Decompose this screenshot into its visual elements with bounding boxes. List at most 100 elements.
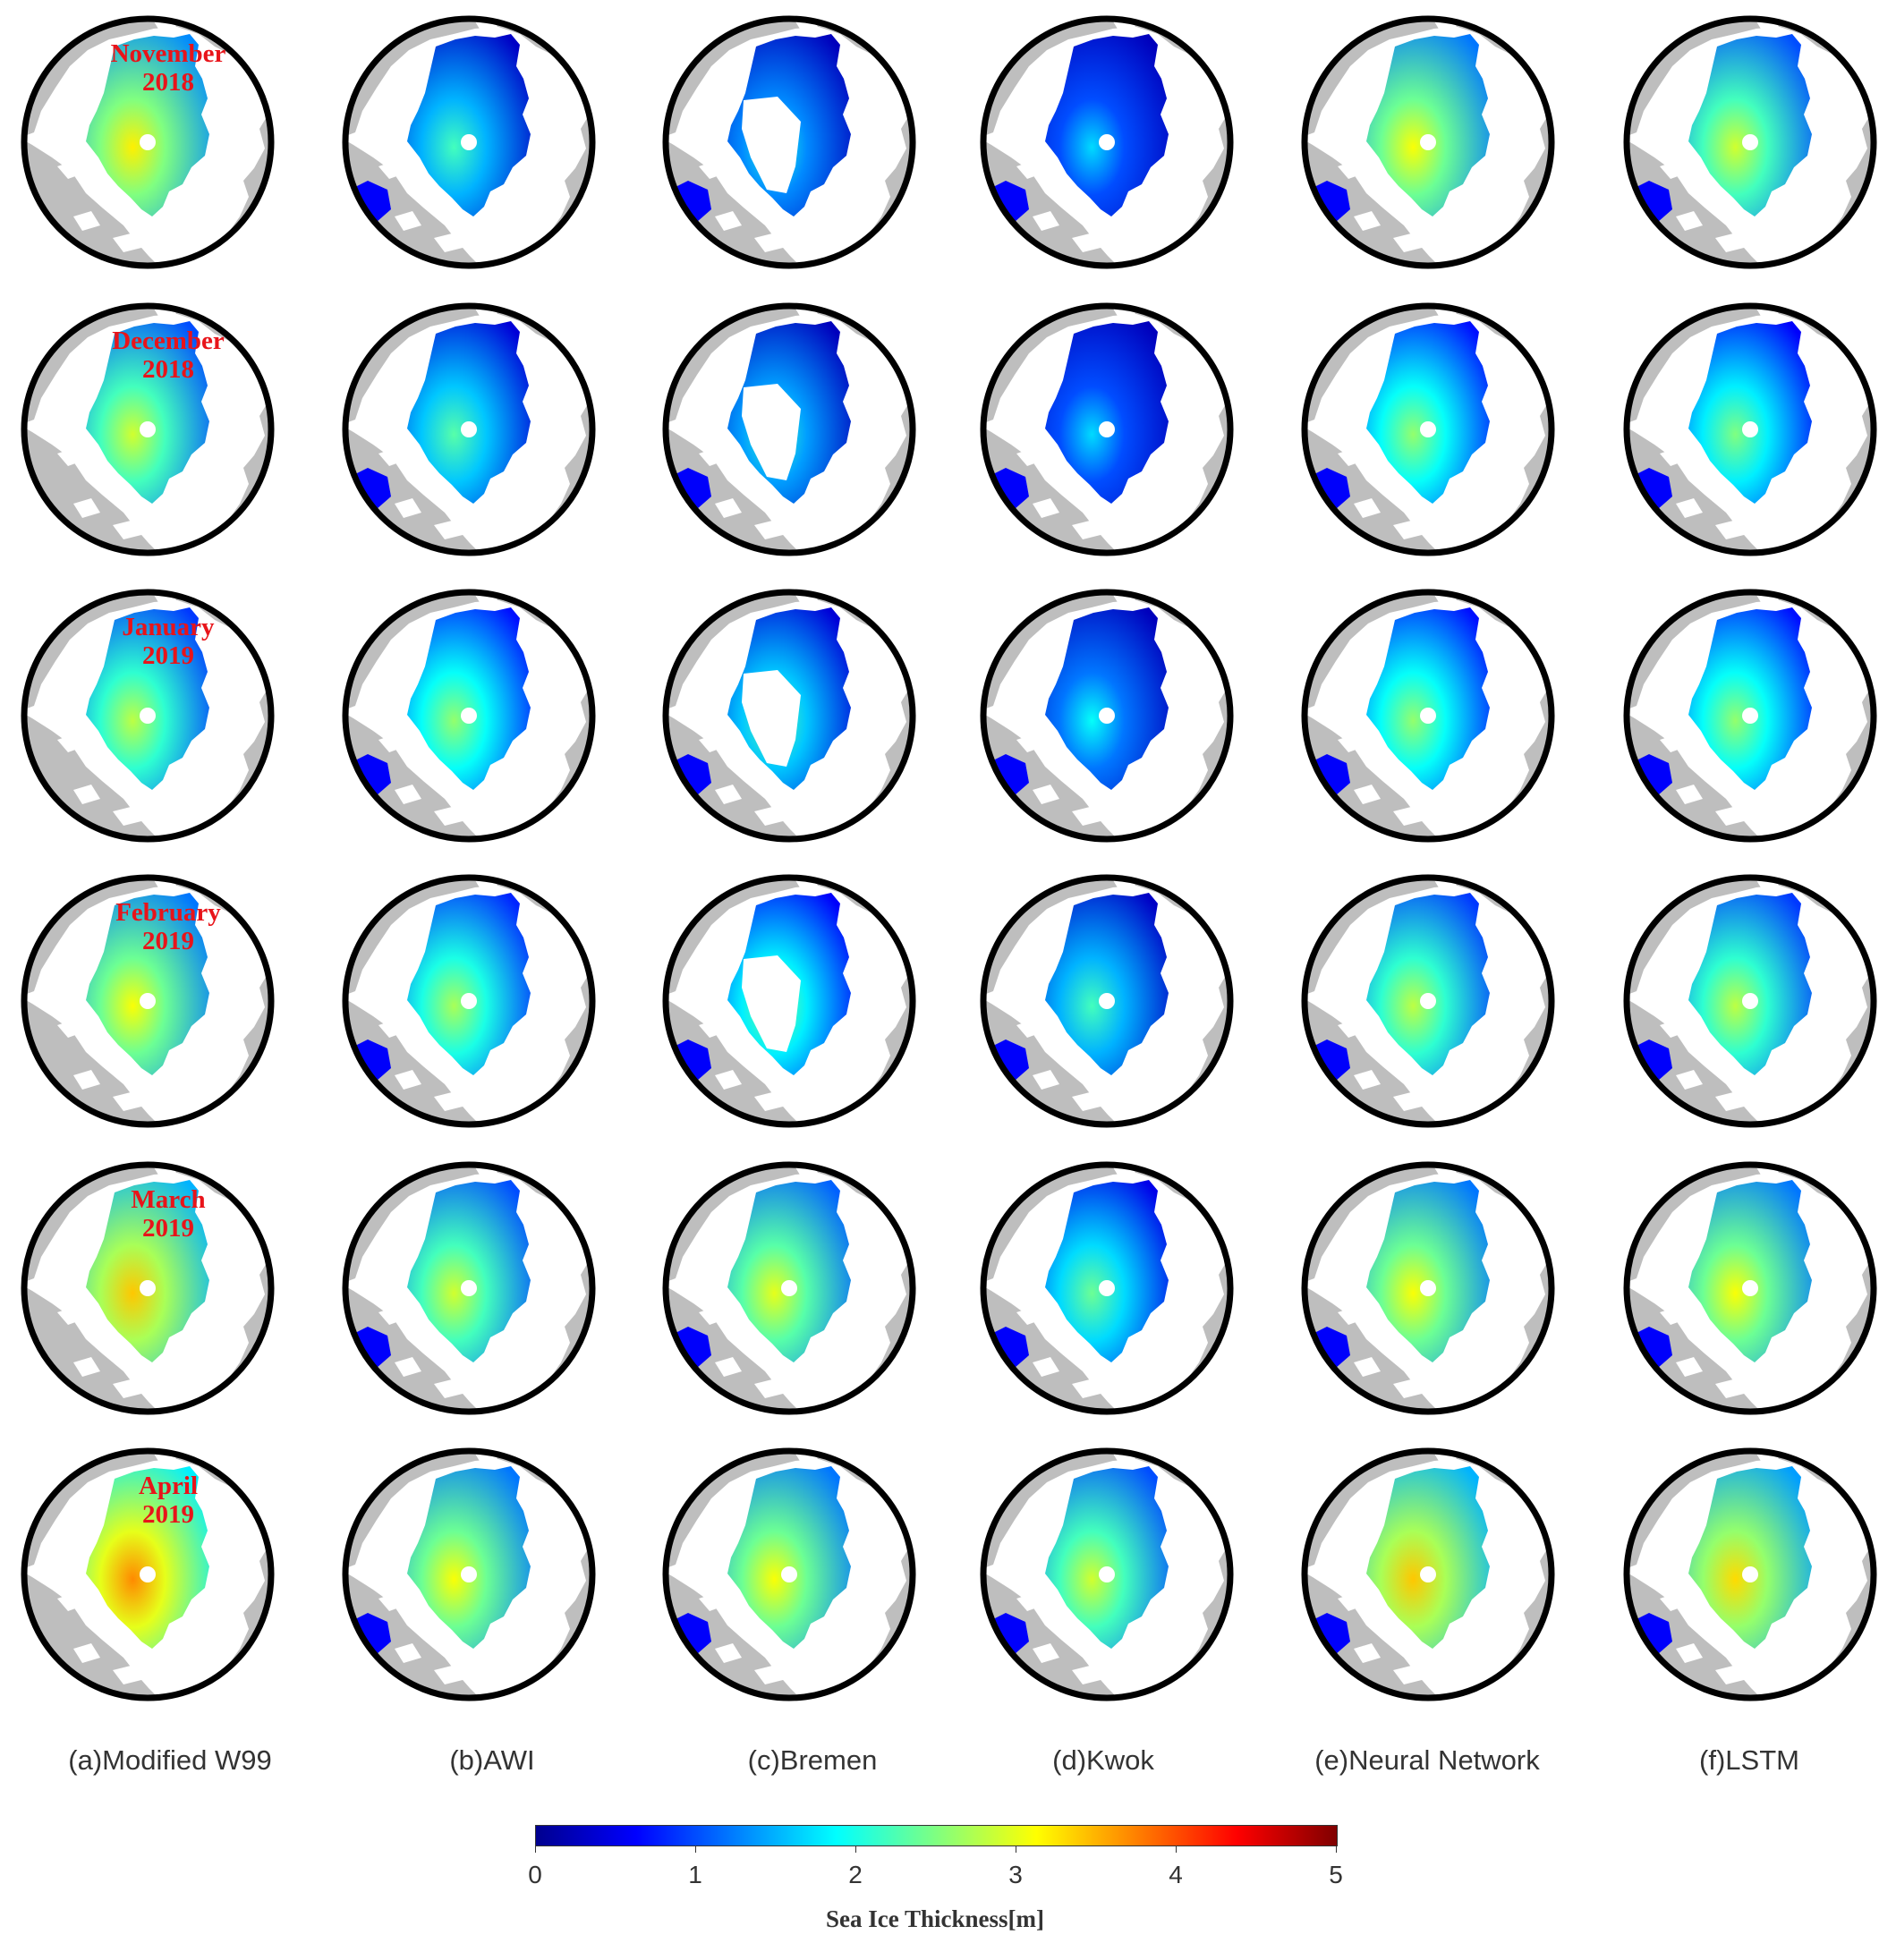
island (715, 955, 738, 972)
island (368, 403, 398, 421)
pole-hole (1099, 421, 1115, 437)
island (688, 690, 718, 708)
colorbar-tick-label: 2 (848, 1861, 863, 1888)
map-frame-ring (1623, 589, 1877, 843)
pole-hole (781, 1280, 797, 1296)
island (1174, 1016, 1203, 1036)
island (47, 403, 77, 421)
polar-map (342, 589, 596, 843)
island (1645, 713, 1676, 729)
island (1016, 159, 1047, 179)
map-panel (979, 14, 1235, 270)
island (1676, 785, 1703, 804)
colorbar-tick-label: 4 (1169, 1861, 1183, 1888)
pole-hole (461, 1566, 477, 1582)
sea-ice-field (1688, 1180, 1812, 1362)
island (395, 670, 418, 686)
island (1033, 97, 1056, 113)
island (1354, 670, 1377, 686)
map-frame-ring (342, 1447, 596, 1701)
island (856, 157, 885, 177)
land-mass (346, 20, 591, 138)
island (1323, 1572, 1354, 1588)
island (699, 1305, 729, 1325)
pole-hole (140, 421, 156, 437)
island (1495, 445, 1524, 464)
land-mass (1305, 20, 1551, 138)
island (1354, 785, 1381, 804)
pole-hole (1099, 993, 1115, 1009)
map-frame-ring (1623, 15, 1877, 269)
sea-ice-field (1366, 893, 1490, 1075)
island (1174, 1303, 1203, 1323)
map-frame-ring (1623, 1161, 1877, 1415)
island (1393, 1379, 1425, 1398)
sea-ice-field (407, 607, 531, 790)
land-mass (984, 307, 1229, 425)
island (1072, 1379, 1104, 1398)
island (1354, 1070, 1381, 1090)
sea-ice-field (407, 321, 531, 504)
island (1033, 498, 1059, 518)
map-panel (341, 1160, 597, 1416)
map-frame-ring (21, 874, 275, 1128)
land-mass (984, 1452, 1229, 1570)
island (364, 1572, 395, 1588)
island (434, 233, 466, 252)
island (1660, 1305, 1690, 1325)
polar-map (662, 302, 916, 556)
colorbar-tick-label: 1 (688, 1861, 702, 1888)
island (395, 1070, 421, 1090)
island (113, 520, 145, 539)
island (368, 1262, 398, 1280)
missing-data-region (742, 97, 801, 193)
land-mass (667, 1452, 912, 1570)
pole-hole (781, 993, 797, 1009)
map-frame-ring (1623, 1447, 1877, 1701)
island (715, 1243, 738, 1259)
island (1354, 1529, 1377, 1545)
polar-map (21, 589, 275, 843)
pole-hole (461, 993, 477, 1009)
island (57, 1305, 88, 1325)
sea-ice-field (86, 321, 209, 504)
island (1072, 233, 1104, 252)
island (57, 446, 88, 466)
island (1354, 955, 1377, 972)
map-frame-ring (662, 1447, 916, 1701)
island (715, 1529, 738, 1545)
map-panel (20, 1447, 276, 1702)
island (688, 1548, 718, 1566)
land-mass (667, 1166, 912, 1284)
sea-ice-field (1045, 321, 1169, 504)
map-frame-ring (1623, 874, 1877, 1128)
island (215, 157, 243, 177)
island (536, 1016, 565, 1036)
island (1645, 1285, 1676, 1302)
island (378, 1305, 409, 1325)
island (1495, 157, 1524, 177)
island (47, 1262, 77, 1280)
map-panel (20, 14, 276, 270)
land-mass (984, 878, 1229, 997)
island (215, 731, 243, 751)
island (699, 1591, 729, 1611)
pole-hole (1420, 421, 1436, 437)
map-frame-ring (1301, 15, 1555, 269)
island (856, 1016, 885, 1036)
polar-map (342, 15, 596, 269)
island (688, 116, 718, 134)
map-frame-ring (980, 1161, 1234, 1415)
island (364, 1285, 395, 1302)
map-frame-ring (662, 589, 916, 843)
pole-hole (781, 421, 797, 437)
map-panel (1622, 588, 1878, 844)
island (43, 1285, 73, 1302)
map-frame-ring (1301, 1447, 1555, 1701)
map-frame-ring (1301, 1161, 1555, 1415)
island (1072, 1665, 1104, 1684)
land-mass (667, 20, 912, 138)
island (684, 1285, 715, 1302)
polar-map (980, 15, 1234, 269)
pole-hole (1742, 134, 1758, 150)
